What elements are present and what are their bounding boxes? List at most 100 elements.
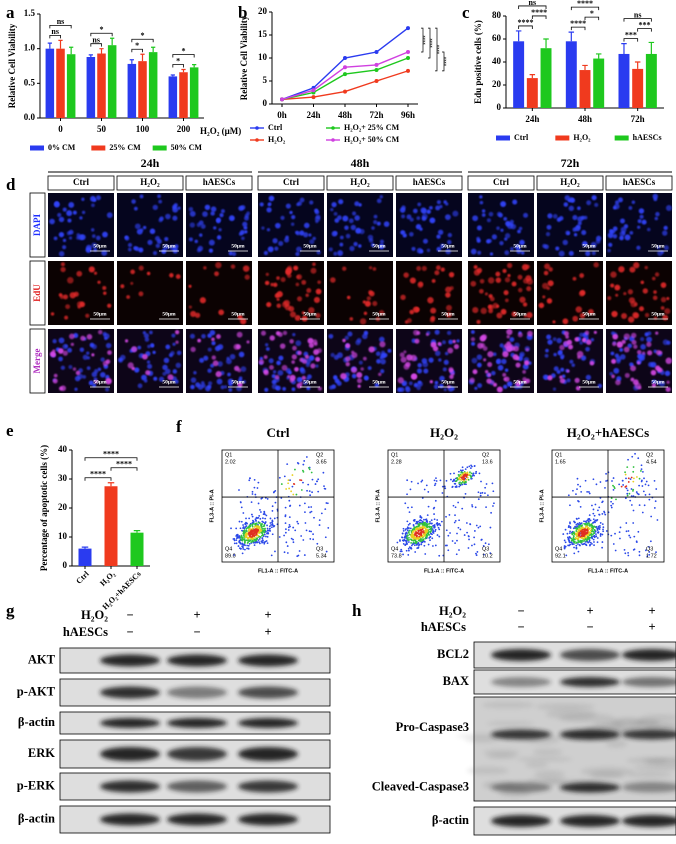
cell xyxy=(62,238,67,243)
cell xyxy=(663,225,668,231)
band xyxy=(238,813,298,826)
bar xyxy=(179,72,188,118)
event xyxy=(447,534,450,537)
event xyxy=(250,513,253,516)
event xyxy=(576,488,578,490)
event xyxy=(327,527,330,529)
cell xyxy=(544,244,549,250)
band xyxy=(491,815,551,827)
cell xyxy=(368,238,374,243)
cell xyxy=(566,378,571,383)
event xyxy=(604,486,606,489)
event xyxy=(307,483,310,486)
event xyxy=(484,486,487,489)
cell xyxy=(617,197,623,203)
event xyxy=(463,534,466,536)
cell xyxy=(610,351,615,356)
x-axis-label: FL1-A :: FITC-A xyxy=(588,568,628,574)
event xyxy=(240,506,243,509)
cell xyxy=(379,239,384,244)
error-bar xyxy=(595,53,602,59)
cell xyxy=(527,330,533,337)
cell xyxy=(495,277,502,283)
cell xyxy=(504,376,510,382)
event xyxy=(278,476,281,479)
event xyxy=(246,530,248,532)
cell xyxy=(351,211,357,216)
cell xyxy=(611,310,618,318)
cell xyxy=(446,311,452,318)
quadrant-name: Q3 xyxy=(316,546,323,552)
cell xyxy=(426,209,431,214)
cell xyxy=(589,360,595,366)
event xyxy=(599,481,602,483)
cell xyxy=(655,331,659,335)
cell xyxy=(120,284,125,289)
blot-texture xyxy=(641,757,676,762)
cell xyxy=(328,333,334,339)
event xyxy=(638,550,641,553)
cell xyxy=(301,311,305,315)
x-tick-label: 200 xyxy=(177,124,191,134)
cell xyxy=(585,250,591,257)
event xyxy=(596,541,599,544)
event xyxy=(445,515,447,518)
cell xyxy=(169,273,174,278)
cell xyxy=(544,353,549,358)
event xyxy=(445,479,448,482)
event xyxy=(610,534,613,537)
significance-bracket xyxy=(49,24,72,29)
cell xyxy=(213,226,217,230)
event xyxy=(451,486,454,489)
cell xyxy=(358,360,363,365)
cell xyxy=(364,376,369,381)
cell xyxy=(569,359,574,364)
cell xyxy=(263,355,268,360)
bar xyxy=(66,54,76,118)
band xyxy=(167,718,227,728)
cell xyxy=(86,351,90,355)
event xyxy=(638,484,641,487)
group-box xyxy=(116,175,184,191)
event xyxy=(436,519,439,521)
panel-label: g xyxy=(6,601,15,620)
cell xyxy=(363,311,368,315)
event xyxy=(431,545,434,547)
significance-label: **** xyxy=(116,460,132,469)
cell xyxy=(373,220,378,225)
cell xyxy=(164,368,171,375)
event xyxy=(440,520,443,523)
cell xyxy=(443,387,447,392)
event xyxy=(257,481,260,484)
cell xyxy=(633,344,638,349)
cell xyxy=(127,242,133,248)
event xyxy=(307,467,310,469)
bar xyxy=(540,48,552,108)
cell xyxy=(339,235,344,240)
cell xyxy=(572,227,577,232)
event xyxy=(457,501,460,504)
event xyxy=(470,472,473,475)
cell xyxy=(432,345,439,352)
cell xyxy=(356,338,362,343)
cell xyxy=(484,370,489,374)
error-bar xyxy=(170,74,175,77)
treatment-sign: + xyxy=(586,604,593,618)
cell xyxy=(654,216,659,221)
cell xyxy=(638,208,645,214)
cell xyxy=(86,334,93,340)
cell xyxy=(561,374,566,379)
stain-label-box xyxy=(29,260,46,326)
cell xyxy=(397,377,404,384)
cell xyxy=(172,369,178,374)
cell xyxy=(568,344,574,350)
cell xyxy=(399,387,405,393)
event xyxy=(589,541,592,544)
cell xyxy=(217,361,223,367)
cell xyxy=(416,385,421,391)
event xyxy=(260,526,263,529)
event xyxy=(475,472,477,475)
scale-bar-label: 50μm xyxy=(93,311,107,317)
cell xyxy=(379,336,385,343)
event xyxy=(579,523,582,526)
